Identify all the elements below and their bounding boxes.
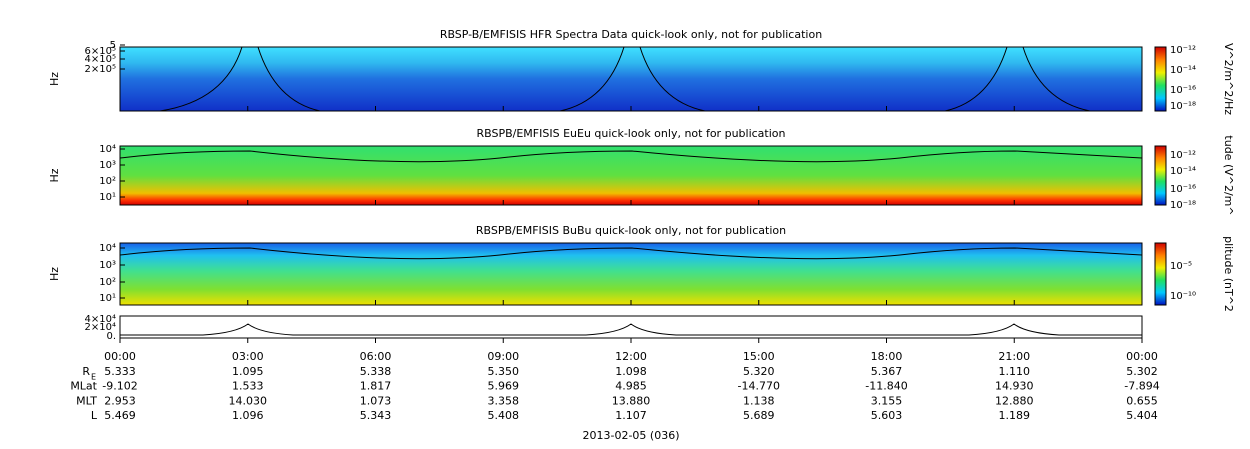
ephemeris-value: 3.358 [488,394,520,407]
colorbar [1154,46,1167,112]
x-tick-label: 18:00 [871,350,903,363]
ephemeris-value: 2.953 [104,394,136,407]
ephemeris-value: 5.343 [360,409,392,422]
y-tick-label: 2×10⁵ [85,64,116,75]
ephemeris-value: 3.155 [871,394,903,407]
colorbar-tick-label: 10⁻¹² [1170,45,1196,56]
y-tick-label: 10⁴ [99,144,116,155]
ephemeris-value: 12.880 [995,394,1034,407]
ephemeris-value: 5.302 [1126,365,1158,378]
ephemeris-value: -11.840 [865,380,907,393]
ephemeris-value: 5.333 [104,365,136,378]
ephemeris-value: 1.138 [743,394,775,407]
colorbar [1154,242,1167,306]
x-tick-label: 03:00 [232,350,264,363]
ephemeris-value: 1.073 [360,394,392,407]
y-tick-label: 10¹ [99,293,116,304]
y-tick-label: 0. [106,331,116,342]
ephemeris-value: 5.408 [488,409,520,422]
y-tick-label: 10² [99,176,116,187]
density-line [120,323,1142,336]
ephemeris-value: 5.350 [488,365,520,378]
colorbar-tick-label: 10⁻¹⁰ [1170,291,1196,302]
ephemeris-label: MLat [70,380,97,393]
colorbar-tick-label: 10⁻¹⁶ [1170,85,1196,96]
ephemeris-value: 5.338 [360,365,392,378]
ephemeris-value: 5.969 [488,380,520,393]
ephemeris-value: 4.985 [615,380,647,393]
y-tick-label: 10³ [99,160,116,171]
ephemeris-value: 1.533 [232,380,264,393]
ephemeris-value: 1.107 [615,409,647,422]
colorbar-label: tude (V^2/m^ [1222,135,1235,215]
y-tick-label: 5 [110,40,116,51]
x-tick-label: 12:00 [615,350,647,363]
x-tick-label: 15:00 [743,350,775,363]
plasma-line [159,46,1091,112]
panel-title: RBSPB/EMFISIS BuBu quick-look only, not … [476,224,786,237]
plot-area: RBSP-B/EMFISIS HFR Spectra Data quick-lo… [48,28,1235,442]
spectrogram [120,47,1142,111]
ephemeris-label: R [82,365,90,378]
colorbar-label: V^2/m^2/Hz [1222,43,1235,115]
y-tick-label: 4×10⁵ [85,54,116,65]
y-tick-label: 2×10⁴ [85,322,116,333]
line-panel-frame [119,315,1143,339]
y-tick-label: 10² [99,277,116,288]
colorbar-tick-label: 10⁻¹⁴ [1170,65,1196,76]
y-tick-label: 10¹ [99,192,116,203]
x-tick-label: 21:00 [998,350,1030,363]
ephemeris-value: 14.930 [995,380,1034,393]
cyclotron-line [119,247,1143,260]
ephemeris-value: 0.655 [1126,394,1158,407]
spectrogram [120,146,1142,205]
colorbar-tick-label: 10⁻¹⁸ [1170,101,1196,112]
y-tick-label: 4×10⁴ [85,314,116,325]
panel-title: RBSP-B/EMFISIS HFR Spectra Data quick-lo… [440,28,822,41]
ephemeris-label: L [91,409,98,422]
x-tick-label: 09:00 [487,350,519,363]
ephemeris-value: 1.189 [999,409,1031,422]
colorbar-tick-label: 10⁻¹⁸ [1170,200,1196,211]
colorbar-tick-label: 10⁻⁵ [1170,261,1192,272]
ephemeris-value: 1.110 [999,365,1031,378]
colorbar-label: plitude (nT^2 [1222,236,1235,312]
spectrogram [120,243,1142,305]
y-axis-label: Hz [48,168,61,182]
x-tick-label: 06:00 [360,350,392,363]
y-tick-label: 6×10⁵ [85,46,116,57]
x-tick-label: 00:00 [104,350,136,363]
ephemeris-value: 5.689 [743,409,775,422]
ephemeris-value: 5.469 [104,409,136,422]
colorbar-tick-label: 10⁻¹⁴ [1170,166,1196,177]
ephemeris-label-sub: E [91,373,96,382]
ephemeris-value: 5.367 [871,365,903,378]
ephemeris-value: 5.603 [871,409,903,422]
y-axis-label: Hz [48,72,61,86]
ephemeris-value: 5.320 [743,365,775,378]
ephemeris-value: 14.030 [229,394,268,407]
y-tick-label: 10³ [99,260,116,271]
ephemeris-value: 5.404 [1126,409,1158,422]
ephemeris-value: 1.817 [360,380,392,393]
colorbar-tick-label: 10⁻¹² [1170,150,1196,161]
ephemeris-value: 13.880 [612,394,651,407]
x-tick-label: 00:00 [1126,350,1158,363]
ephemeris-value: -9.102 [102,380,137,393]
ephemeris-label: MLT [76,394,97,407]
ephemeris-value: 1.095 [232,365,264,378]
ephemeris-value: -7.894 [1124,380,1159,393]
colorbar-tick-label: 10⁻¹⁶ [1170,184,1196,195]
colorbar [1154,145,1167,206]
ephemeris-value: -14.770 [738,380,780,393]
panel-title: RBSPB/EMFISIS EuEu quick-look only, not … [476,127,785,140]
ephemeris-value: 1.098 [615,365,647,378]
cyclotron-line [119,150,1143,163]
y-tick-label: 10⁴ [99,243,116,254]
y-axis-label: Hz [48,267,61,281]
date-label: 2013-02-05 (036) [582,429,679,442]
ephemeris-value: 1.096 [232,409,264,422]
